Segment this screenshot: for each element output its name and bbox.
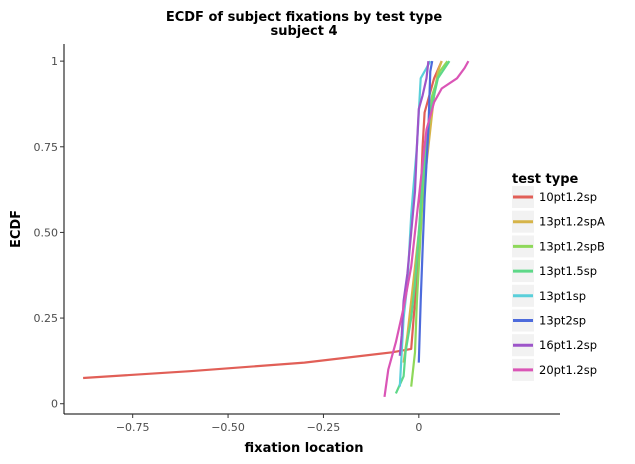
x-tick-label: −0.50 — [211, 421, 245, 434]
y-tick-label: 0 — [51, 398, 58, 411]
y-axis-ticks: 0 0.25 0.50 0.75 1 — [34, 55, 64, 411]
y-tick-label: 1 — [51, 55, 58, 68]
x-axis-ticks: −0.75 −0.50 −0.25 0 — [116, 414, 422, 434]
chart-title: ECDF of subject fixations by test type — [166, 10, 442, 25]
series-line-13pt1.5sp — [394, 60, 451, 394]
legend-label-13pt1.5sp: 13pt1.5sp — [539, 264, 597, 278]
legend-label-16pt1.2sp: 16pt1.2sp — [539, 338, 597, 352]
y-tick-label: 0.75 — [34, 141, 59, 154]
legend: test type 10pt1.2sp13pt1.2spA13pt1.2spB1… — [512, 172, 605, 381]
x-tick-label: −0.25 — [307, 421, 341, 434]
x-axis-title: fixation location — [245, 441, 364, 456]
y-tick-label: 0.50 — [34, 226, 59, 239]
y-axis-title: ECDF — [9, 210, 24, 248]
legend-label-13pt1.2spB: 13pt1.2spB — [539, 239, 605, 253]
series-layer — [83, 60, 470, 398]
chart-subtitle: subject 4 — [270, 24, 337, 39]
legend-label-13pt1sp: 13pt1sp — [539, 289, 586, 303]
series-line-10pt1.2sp — [83, 60, 443, 380]
series-line-20pt1.2sp — [383, 60, 470, 398]
legend-label-20pt1.2sp: 20pt1.2sp — [539, 363, 597, 377]
plot-area: −0.75 −0.50 −0.25 0 0 0.25 0.50 0.75 1 — [34, 44, 560, 434]
y-tick-label: 0.25 — [34, 312, 59, 325]
legend-title: test type — [512, 172, 579, 187]
legend-label-13pt1.2spA: 13pt1.2spA — [539, 215, 605, 229]
legend-label-13pt2sp: 13pt2sp — [539, 314, 586, 328]
x-tick-label: 0 — [415, 421, 422, 434]
x-tick-label: −0.75 — [116, 421, 150, 434]
legend-items: 10pt1.2sp 13pt1.2spA 13pt1.2spB 13pt1.5sp 13… — [512, 186, 605, 381]
series-line-13pt1.2spB — [410, 60, 449, 387]
legend-label-10pt1.2sp: 10pt1.2sp — [539, 190, 597, 204]
series-line-13pt2sp — [417, 60, 434, 363]
